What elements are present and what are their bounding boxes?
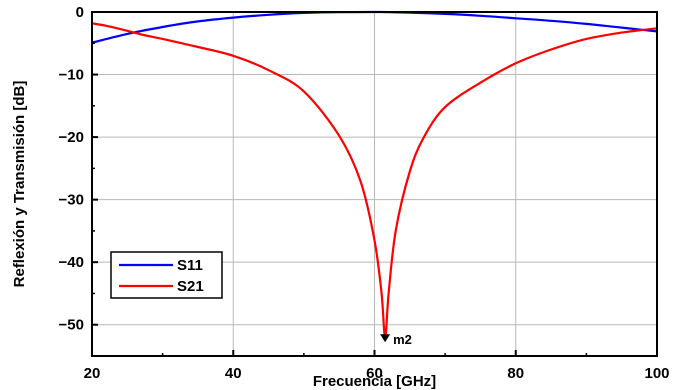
x-axis-title: Frecuencia [GHz]: [313, 373, 436, 390]
x-tick-label: 40: [225, 365, 242, 382]
x-tick-label: 100: [644, 365, 669, 382]
x-tick-label: 80: [507, 365, 524, 382]
legend-label-s11: S11: [177, 257, 203, 274]
marker-icon: [380, 334, 391, 343]
y-tick-label: −40: [59, 254, 84, 271]
x-tick-label: 60: [366, 365, 383, 382]
marker-label: m2: [393, 332, 412, 347]
axis-ticks: 20 40 60 80 100 0 −10 −20 −30 −40 −50: [59, 4, 670, 382]
annotations: m2: [380, 332, 412, 347]
legend-box: [110, 251, 223, 299]
x-tick-label: 20: [84, 365, 101, 382]
legend-label-s21: S21: [177, 278, 204, 295]
y-tick-label: 0: [76, 4, 84, 21]
series-line-s21: [91, 22, 658, 339]
y-tick-label: −50: [59, 317, 84, 334]
y-tick-label: −10: [59, 67, 84, 84]
y-tick-label: −20: [59, 129, 84, 146]
y-tick-label: −30: [59, 192, 84, 209]
y-axis-title: Reflexión y Transmisión [dB]: [11, 81, 28, 288]
grid: [92, 12, 657, 356]
